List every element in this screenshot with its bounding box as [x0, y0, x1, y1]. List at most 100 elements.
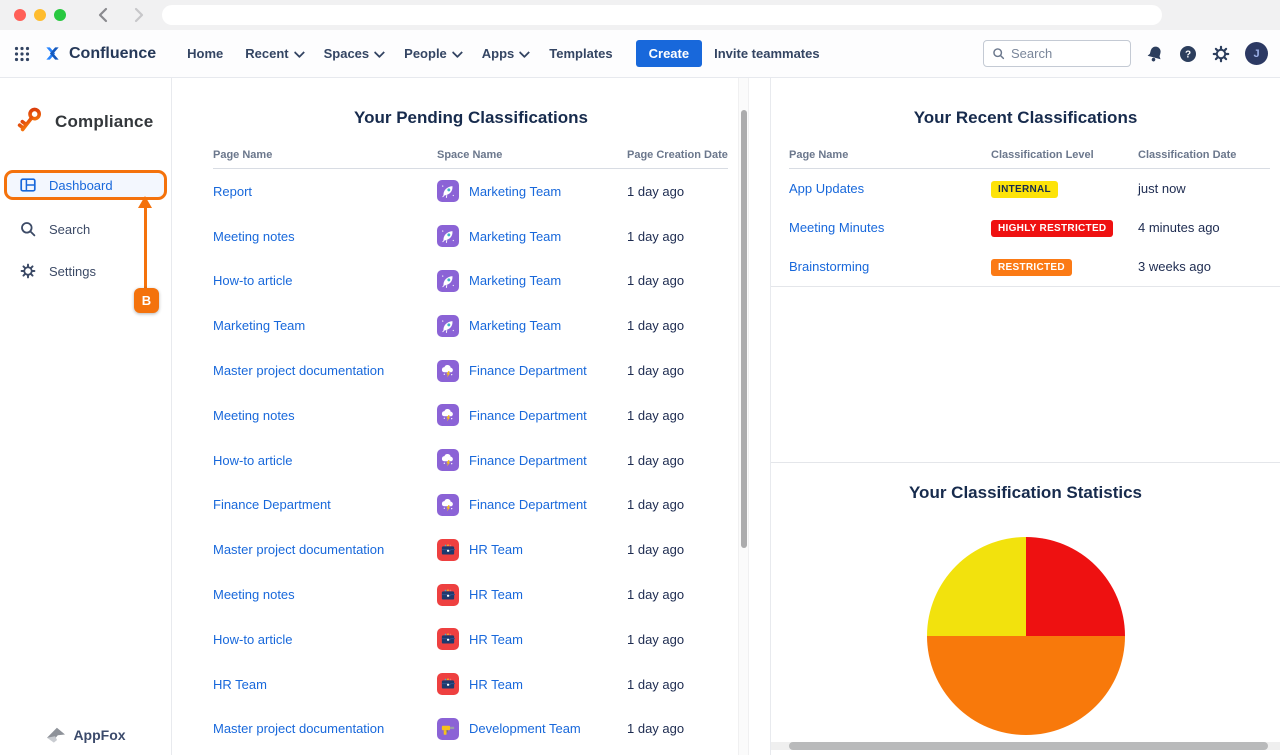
traffic-light-close-icon[interactable] — [14, 9, 26, 21]
pending-table-row: Master project documentation Finance Dep… — [213, 348, 728, 393]
space-link[interactable]: HR Team — [469, 631, 523, 647]
user-avatar[interactable]: J — [1245, 42, 1268, 65]
traffic-light-minimize-icon[interactable] — [34, 9, 46, 21]
space-link[interactable]: Marketing Team — [469, 228, 562, 244]
browser-url-bar[interactable] — [162, 5, 1162, 25]
nav-item-apps[interactable]: Apps — [471, 46, 539, 61]
pending-table-header: Page Name Space Name Page Creation Date — [213, 149, 728, 169]
page-link[interactable]: Finance Department — [213, 497, 331, 513]
page-creation-date: 1 day ago — [627, 497, 685, 513]
space-link[interactable]: Development Team — [469, 721, 581, 737]
space-link[interactable]: Marketing Team — [469, 273, 562, 289]
toolbox-icon — [437, 628, 459, 651]
space-link[interactable]: Marketing Team — [469, 318, 562, 334]
page-link[interactable]: Master project documentation — [213, 721, 385, 737]
pending-table-row: Master project documentation HR Team 1 d… — [213, 527, 728, 572]
page-link[interactable]: How-to article — [213, 452, 293, 468]
confluence-logo[interactable]: Confluence — [42, 45, 156, 63]
sidebar-item-dashboard[interactable]: Dashboard — [4, 170, 167, 200]
pending-table-row: Report Marketing Team 1 day ago — [213, 169, 728, 214]
space-link[interactable]: Marketing Team — [469, 183, 562, 199]
space-link[interactable]: Finance Department — [469, 407, 587, 423]
confluence-navbar: Confluence Home Recent Spaces People App… — [0, 30, 1280, 78]
confluence-wordmark: Confluence — [69, 44, 157, 62]
sidebar-item-settings[interactable]: Settings — [4, 256, 167, 286]
browser-chrome — [0, 0, 1280, 30]
page-creation-date: 1 day ago — [627, 631, 685, 647]
classification-date: 4 minutes ago — [1138, 220, 1220, 235]
column-header-page-creation-date: Page Creation Date — [627, 149, 728, 161]
space-link[interactable]: HR Team — [469, 676, 523, 692]
page-link[interactable]: Meeting notes — [213, 587, 295, 603]
browser-back-icon[interactable] — [96, 7, 110, 23]
classification-date: just now — [1138, 181, 1186, 196]
space-link[interactable]: Finance Department — [469, 363, 587, 379]
toolbox-icon — [437, 673, 459, 696]
vertical-scrollbar-track[interactable] — [738, 78, 749, 755]
page-link[interactable]: Meeting Minutes — [789, 220, 885, 235]
pending-classifications-panel: Your Pending Classifications Page Name S… — [172, 78, 770, 755]
settings-gear-icon[interactable] — [1212, 45, 1230, 63]
page-link[interactable]: Report — [213, 183, 253, 199]
recent-classifications-panel: Your Recent Classifications Page Name Cl… — [771, 78, 1280, 463]
page-link[interactable]: HR Team — [213, 676, 267, 692]
page-link[interactable]: Meeting notes — [213, 228, 295, 244]
horizontal-scrollbar-thumb[interactable] — [789, 742, 1268, 750]
space-link[interactable]: HR Team — [469, 587, 523, 603]
page-link[interactable]: App Updates — [789, 181, 865, 196]
page-link[interactable]: Marketing Team — [213, 318, 306, 334]
invite-teammates-button[interactable]: Invite teammates — [714, 46, 820, 61]
page-link[interactable]: How-to article — [213, 273, 293, 289]
recent-table-row: Meeting Minutes HIGHLY RESTRICTED 4 minu… — [789, 208, 1270, 247]
nav-item-home[interactable]: Home — [187, 46, 224, 61]
page-link[interactable]: Master project documentation — [213, 542, 385, 558]
space-link[interactable]: Finance Department — [469, 497, 587, 513]
pending-table-row: HR Team HR Team 1 day ago — [213, 662, 728, 707]
classification-statistics-panel: Your Classification Statistics — [771, 463, 1280, 735]
annotation-arrowhead — [138, 196, 152, 208]
help-icon[interactable]: ? — [1179, 45, 1197, 63]
traffic-light-zoom-icon[interactable] — [54, 9, 66, 21]
pending-table-row: Finance Department Finance Department 1 … — [213, 483, 728, 528]
chevron-down-icon — [373, 46, 386, 58]
page-link[interactable]: How-to article — [213, 631, 293, 647]
rocket-icon — [437, 314, 459, 337]
page-creation-date: 1 day ago — [627, 721, 685, 737]
page-link[interactable]: Meeting notes — [213, 407, 295, 423]
svg-text:?: ? — [1185, 49, 1191, 60]
search-icon — [21, 222, 36, 237]
recent-table-row: App Updates INTERNAL just now — [789, 169, 1270, 208]
page-link[interactable]: Brainstorming — [789, 259, 870, 274]
page-creation-date: 1 day ago — [627, 183, 685, 199]
classification-date: 3 weeks ago — [1138, 259, 1211, 274]
annotation-badge-b: B — [134, 288, 159, 313]
page-creation-date: 1 day ago — [627, 452, 685, 468]
nav-item-spaces[interactable]: Spaces — [313, 46, 394, 61]
notifications-bell-icon[interactable] — [1146, 45, 1164, 63]
page-creation-date: 1 day ago — [627, 587, 685, 603]
page-link[interactable]: Master project documentation — [213, 363, 385, 379]
search-input[interactable] — [1011, 46, 1111, 61]
fox-icon — [47, 727, 66, 743]
storm-cloud-icon — [437, 359, 459, 382]
nav-item-recent[interactable]: Recent — [234, 46, 312, 61]
create-button[interactable]: Create — [635, 40, 703, 67]
space-link[interactable]: Finance Department — [469, 452, 587, 468]
browser-forward-icon[interactable] — [132, 7, 146, 23]
confluence-mark-icon — [46, 47, 59, 60]
sidebar-item-search[interactable]: Search — [4, 214, 167, 244]
page-creation-date: 1 day ago — [627, 676, 685, 692]
appfox-brand-name: AppFox — [73, 727, 126, 743]
space-link[interactable]: HR Team — [469, 542, 523, 558]
rocket-icon — [437, 180, 459, 203]
vertical-scrollbar-thumb[interactable] — [740, 110, 747, 548]
pending-table-row: Meeting notes HR Team 1 day ago — [213, 572, 728, 617]
chevron-down-icon — [293, 46, 305, 58]
nav-item-people[interactable]: People — [393, 46, 471, 61]
nav-item-templates[interactable]: Templates — [549, 46, 613, 61]
column-header-classification-level: Classification Level — [991, 149, 1094, 161]
column-header-page-name: Page Name — [213, 149, 273, 161]
app-switcher-icon[interactable] — [14, 46, 30, 62]
pending-table-row: Meeting notes Finance Department 1 day a… — [213, 393, 728, 438]
horizontal-scrollbar-track[interactable] — [771, 742, 1280, 750]
